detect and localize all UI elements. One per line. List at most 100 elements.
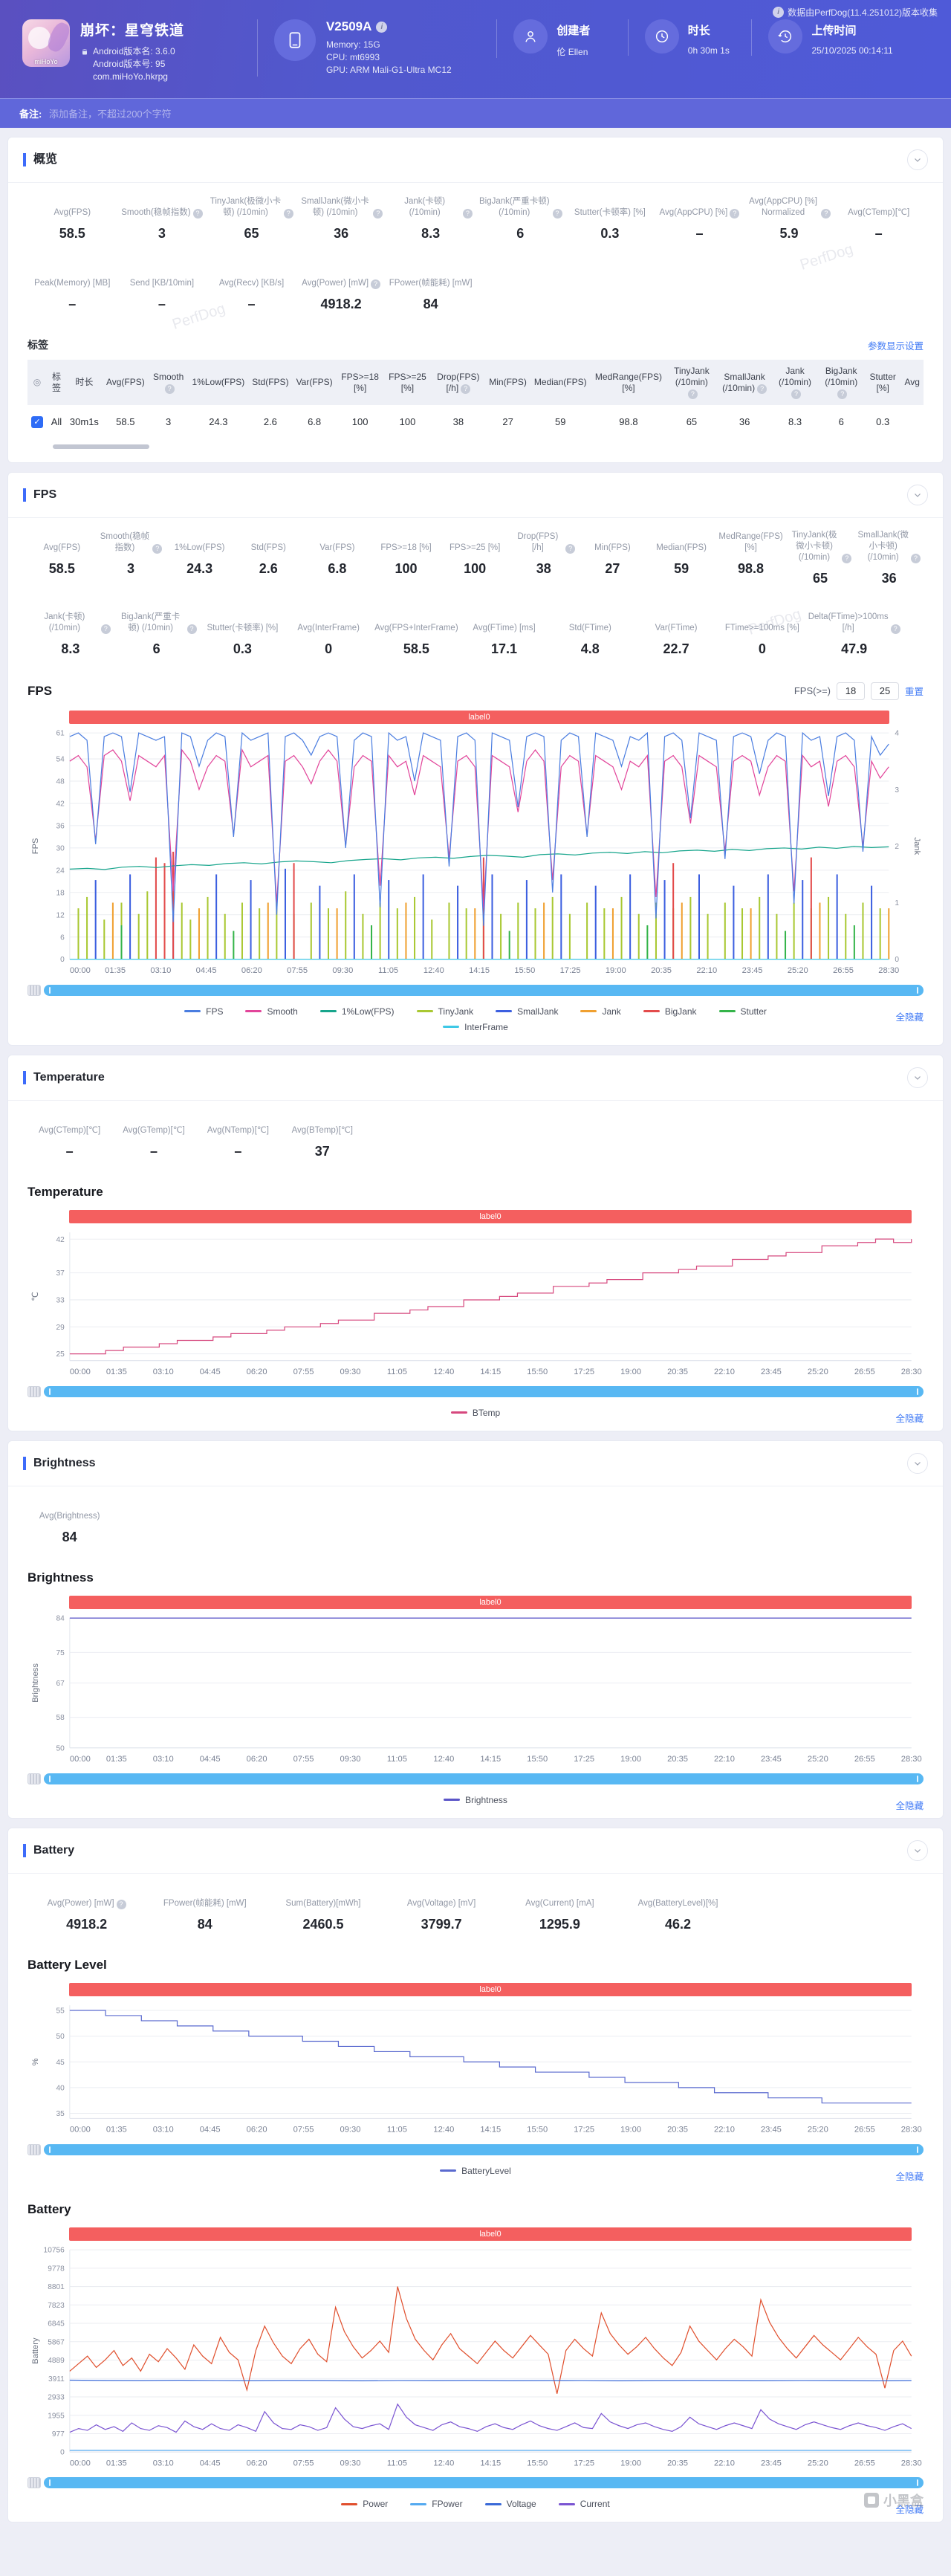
section-title-battery: Battery: [23, 1843, 74, 1857]
legend-item[interactable]: BTemp: [450, 1408, 500, 1418]
hide-all-link[interactable]: 全隐藏: [895, 2171, 924, 2182]
help-icon[interactable]: ?: [164, 384, 175, 394]
metric-item: Var(FTime) 22.7: [633, 610, 719, 666]
metric-label: 1%Low(FPS): [174, 543, 225, 552]
svg-text:Battery: Battery: [31, 2337, 40, 2364]
app-icon: miHoYo: [22, 19, 70, 67]
brightness-card: Brightness Avg(Brightness) 84 Brightness …: [7, 1440, 944, 1819]
note-bar[interactable]: 备注: 添加备注，不超过200个字符: [0, 98, 951, 128]
fps-threshold-controls: FPS(>=) 重置: [794, 682, 924, 700]
svg-text:977: 977: [52, 2430, 65, 2439]
scrollbar-track[interactable]: [44, 984, 924, 996]
table-header-cell: MedRange(FPS)[%]: [590, 360, 667, 405]
help-icon[interactable]: ?: [910, 553, 921, 563]
legend-item[interactable]: Current: [558, 2499, 610, 2509]
metric-item: SmallJank(微小卡顿) (/10min)? 36: [296, 195, 386, 250]
svg-text:20:35: 20:35: [667, 1755, 688, 1764]
help-icon[interactable]: ?: [371, 279, 381, 289]
chart-scrollbar[interactable]: [27, 2143, 924, 2155]
metric-label: Jank(卡顿) (/10min)?: [389, 195, 473, 219]
help-icon[interactable]: ?: [791, 389, 802, 399]
fps-threshold-input-2[interactable]: [870, 682, 899, 700]
hide-all-link[interactable]: 全隐藏: [895, 1800, 924, 1811]
help-icon[interactable]: ?: [821, 209, 831, 219]
legend-item[interactable]: 1%Low(FPS): [319, 1006, 395, 1017]
chart-label-banner: label0: [69, 1209, 912, 1223]
scrollbar-grip[interactable]: [27, 984, 41, 996]
device-info-icon[interactable]: i: [376, 21, 388, 33]
help-icon[interactable]: ?: [186, 624, 197, 634]
scrollbar-grip[interactable]: [27, 1773, 41, 1784]
reset-link[interactable]: 重置: [904, 687, 924, 697]
legend-item[interactable]: BatteryLevel: [440, 2166, 511, 2176]
legend-item[interactable]: Brightness: [444, 1795, 507, 1805]
legend-item[interactable]: BigJank: [643, 1006, 697, 1017]
legend-item[interactable]: InterFrame: [443, 1022, 508, 1032]
svg-text:12:40: 12:40: [433, 1755, 454, 1764]
help-icon[interactable]: ?: [687, 389, 698, 399]
help-icon[interactable]: ?: [757, 384, 767, 394]
scrollbar-grip[interactable]: [27, 2143, 41, 2155]
legend-swatch-icon: [450, 1411, 467, 1414]
svg-text:5867: 5867: [48, 2338, 65, 2346]
chart-scrollbar[interactable]: [27, 1773, 924, 1784]
legend-item[interactable]: SmallJank: [496, 1006, 558, 1017]
legend-item[interactable]: TinyJank: [416, 1006, 473, 1017]
help-icon[interactable]: ?: [116, 1899, 126, 1909]
overview-card: PerfDog PerfDog 概览 Avg(FPS) 58.5 Smooth(稳帧…: [7, 137, 944, 463]
chart-scrollbar[interactable]: [27, 2477, 924, 2489]
table-settings-icon[interactable]: ◎: [27, 360, 47, 405]
collapse-fps-button[interactable]: [907, 484, 928, 505]
help-icon[interactable]: ?: [461, 384, 471, 394]
legend-item[interactable]: FPS: [184, 1006, 223, 1017]
table-cell: 65: [686, 415, 698, 427]
svg-text:23:45: 23:45: [761, 2459, 782, 2467]
hide-all-link[interactable]: 全隐藏: [895, 1413, 924, 1424]
metric-value: 24.3: [186, 560, 213, 576]
metric-item: Peak(Memory) [MB] –: [27, 265, 117, 321]
table-horizontal-scrollbar[interactable]: [53, 444, 149, 449]
collapse-overview-button[interactable]: [907, 149, 928, 170]
table-cell: 36: [739, 415, 750, 427]
legend-item[interactable]: Stutter: [718, 1006, 767, 1017]
legend-item[interactable]: Jank: [580, 1006, 621, 1017]
scrollbar-track[interactable]: [44, 1773, 924, 1784]
legend-item[interactable]: Voltage: [484, 2499, 536, 2509]
metric-value: 98.8: [738, 560, 765, 576]
help-icon[interactable]: ?: [283, 209, 293, 219]
chart-scrollbar[interactable]: [27, 1385, 924, 1397]
parameter-display-settings-link[interactable]: 参数显示设置: [867, 340, 924, 352]
chart-scrollbar[interactable]: [27, 984, 924, 996]
help-icon[interactable]: ?: [192, 209, 203, 219]
help-icon[interactable]: ?: [552, 209, 562, 219]
tag-row-checkbox[interactable]: ✓: [31, 415, 43, 428]
help-icon[interactable]: ?: [842, 553, 852, 563]
help-icon[interactable]: ?: [100, 624, 111, 634]
legend-item[interactable]: FPower: [410, 2499, 463, 2509]
chart-canvas: 0 977 1955 2933 3911 4889 5867 6845 7823 8801 9778…: [31, 2246, 921, 2467]
legend-item[interactable]: Smooth: [245, 1006, 298, 1017]
help-icon[interactable]: ?: [565, 543, 576, 554]
help-icon[interactable]: ?: [837, 389, 848, 399]
scrollbar-track[interactable]: [44, 2143, 924, 2155]
collapse-battery-button[interactable]: [907, 1839, 928, 1861]
svg-text:67: 67: [56, 1680, 65, 1688]
fps-threshold-input-1[interactable]: [836, 682, 865, 700]
svg-text:30: 30: [56, 844, 65, 852]
legend-item[interactable]: Power: [341, 2499, 388, 2509]
help-icon[interactable]: ?: [890, 624, 900, 634]
scrollbar-grip[interactable]: [27, 2477, 41, 2489]
hide-all-link[interactable]: 全隐藏: [895, 2505, 924, 2516]
metric-item: Avg(Current) [mA] 1295.9: [501, 1886, 619, 1941]
tags-table-wrap: ◎ 标签 时长 Avg(FPS) Smooth? 1%Low(FPS) Std(FPS) Va…: [8, 360, 943, 443]
help-icon[interactable]: ?: [373, 209, 383, 219]
collapse-brightness-button[interactable]: [907, 1452, 928, 1474]
help-icon[interactable]: ?: [730, 209, 740, 219]
help-icon[interactable]: ?: [152, 543, 163, 554]
scrollbar-grip[interactable]: [27, 1385, 41, 1397]
hide-all-link[interactable]: 全隐藏: [895, 1012, 924, 1023]
collapse-temperature-button[interactable]: [907, 1067, 928, 1088]
scrollbar-track[interactable]: [44, 1385, 924, 1397]
help-icon[interactable]: ?: [462, 209, 473, 219]
scrollbar-track[interactable]: [44, 2477, 924, 2489]
